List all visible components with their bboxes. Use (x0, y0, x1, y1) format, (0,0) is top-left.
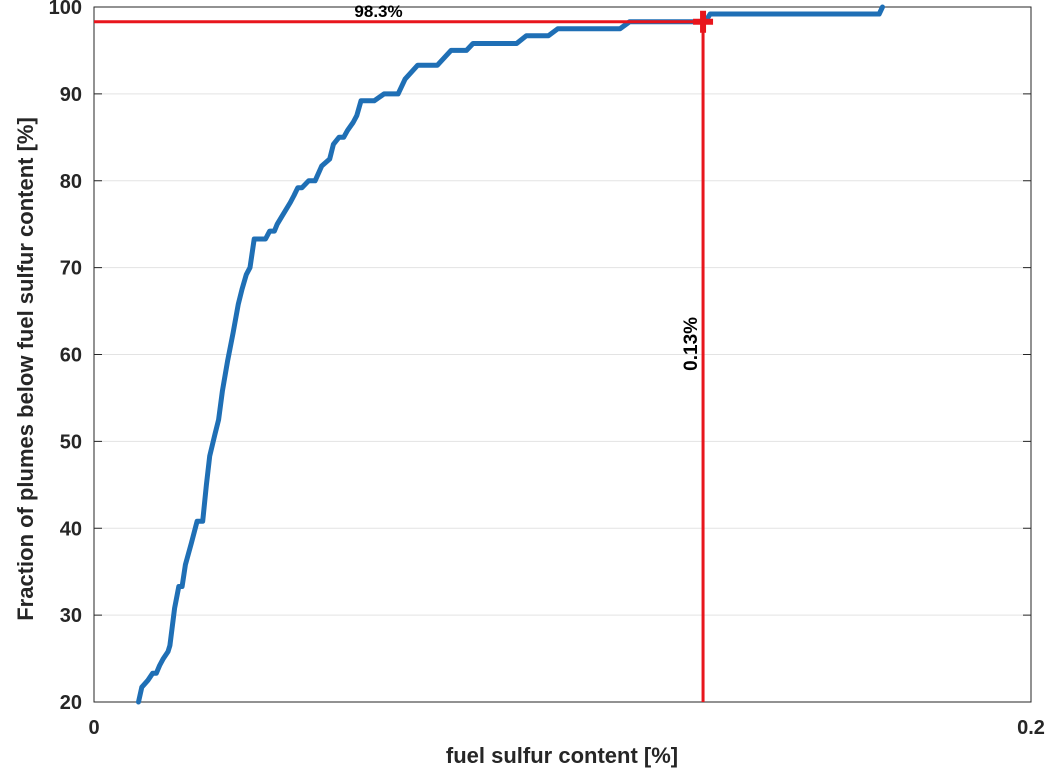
y-axis-ticks: 20 30 40 50 60 70 80 90 100 (49, 0, 1031, 714)
y-tick-label: 30 (60, 605, 82, 627)
y-tick-label: 90 (60, 84, 82, 106)
y-tick-label: 80 (60, 171, 82, 193)
x-axis-ticks: 0 0.2 (88, 7, 1045, 739)
x-axis-title: fuel sulfur content [%] (446, 743, 678, 768)
y-tick-label: 40 (60, 518, 82, 540)
threshold-vertical-label: 0.13% (681, 317, 702, 371)
y-axis-title: Fraction of plumes below fuel sulfur con… (13, 117, 38, 621)
x-tick-label: 0 (88, 717, 99, 739)
threshold-annotation: 98.3% 0.13% (94, 2, 714, 702)
y-tick-label: 60 (60, 345, 82, 367)
x-tick-label: 0.2 (1017, 717, 1045, 739)
y-tick-label: 50 (60, 431, 82, 453)
threshold-horizontal-label: 98.3% (354, 2, 402, 21)
y-tick-label: 70 (60, 258, 82, 280)
y-tick-label: 20 (60, 692, 82, 714)
y-tick-label: 100 (49, 0, 82, 19)
